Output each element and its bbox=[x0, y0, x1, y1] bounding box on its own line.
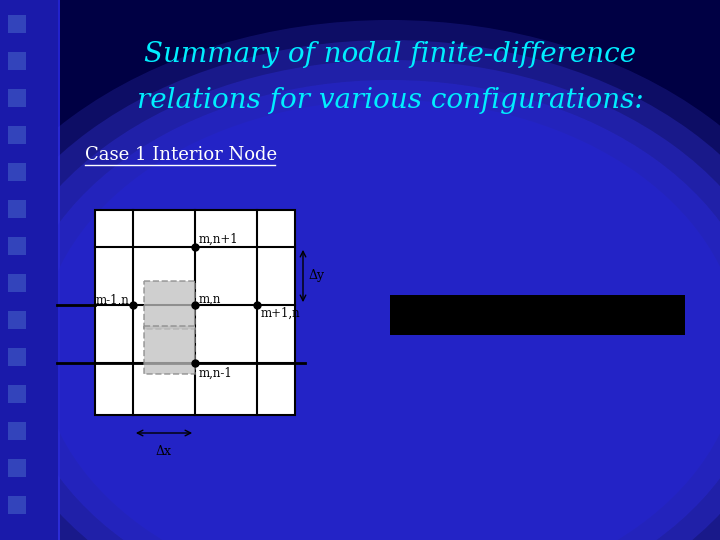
Text: m,n: m,n bbox=[199, 293, 221, 306]
Text: relations for various configurations:: relations for various configurations: bbox=[137, 86, 644, 113]
Text: m,n+1: m,n+1 bbox=[199, 233, 238, 246]
Bar bbox=[8, 385, 26, 403]
Bar bbox=[8, 459, 26, 477]
Bar bbox=[8, 89, 26, 107]
Bar bbox=[144, 281, 195, 329]
Bar bbox=[8, 126, 26, 144]
Bar bbox=[8, 311, 26, 329]
Ellipse shape bbox=[0, 40, 720, 540]
Ellipse shape bbox=[40, 100, 720, 540]
Text: Summary of nodal finite-difference: Summary of nodal finite-difference bbox=[144, 42, 636, 69]
Ellipse shape bbox=[15, 80, 720, 540]
Bar bbox=[8, 348, 26, 366]
Bar bbox=[8, 52, 26, 70]
Bar bbox=[8, 237, 26, 255]
Bar bbox=[0, 0, 58, 540]
Bar bbox=[8, 200, 26, 218]
Text: m+1,n: m+1,n bbox=[261, 307, 301, 320]
Text: Case 1 Interior Node: Case 1 Interior Node bbox=[85, 146, 277, 164]
Text: m,n-1: m,n-1 bbox=[199, 367, 233, 380]
Bar bbox=[8, 496, 26, 514]
Bar bbox=[8, 15, 26, 33]
Bar bbox=[390, 295, 685, 335]
Bar bbox=[8, 274, 26, 292]
Bar bbox=[8, 422, 26, 440]
Bar bbox=[8, 163, 26, 181]
Text: m-1,n: m-1,n bbox=[95, 294, 129, 307]
Ellipse shape bbox=[0, 60, 720, 540]
Ellipse shape bbox=[0, 20, 720, 540]
Bar bbox=[95, 210, 295, 415]
Bar bbox=[144, 326, 195, 374]
Text: Δx: Δx bbox=[156, 445, 172, 458]
Text: Δy: Δy bbox=[309, 269, 325, 282]
